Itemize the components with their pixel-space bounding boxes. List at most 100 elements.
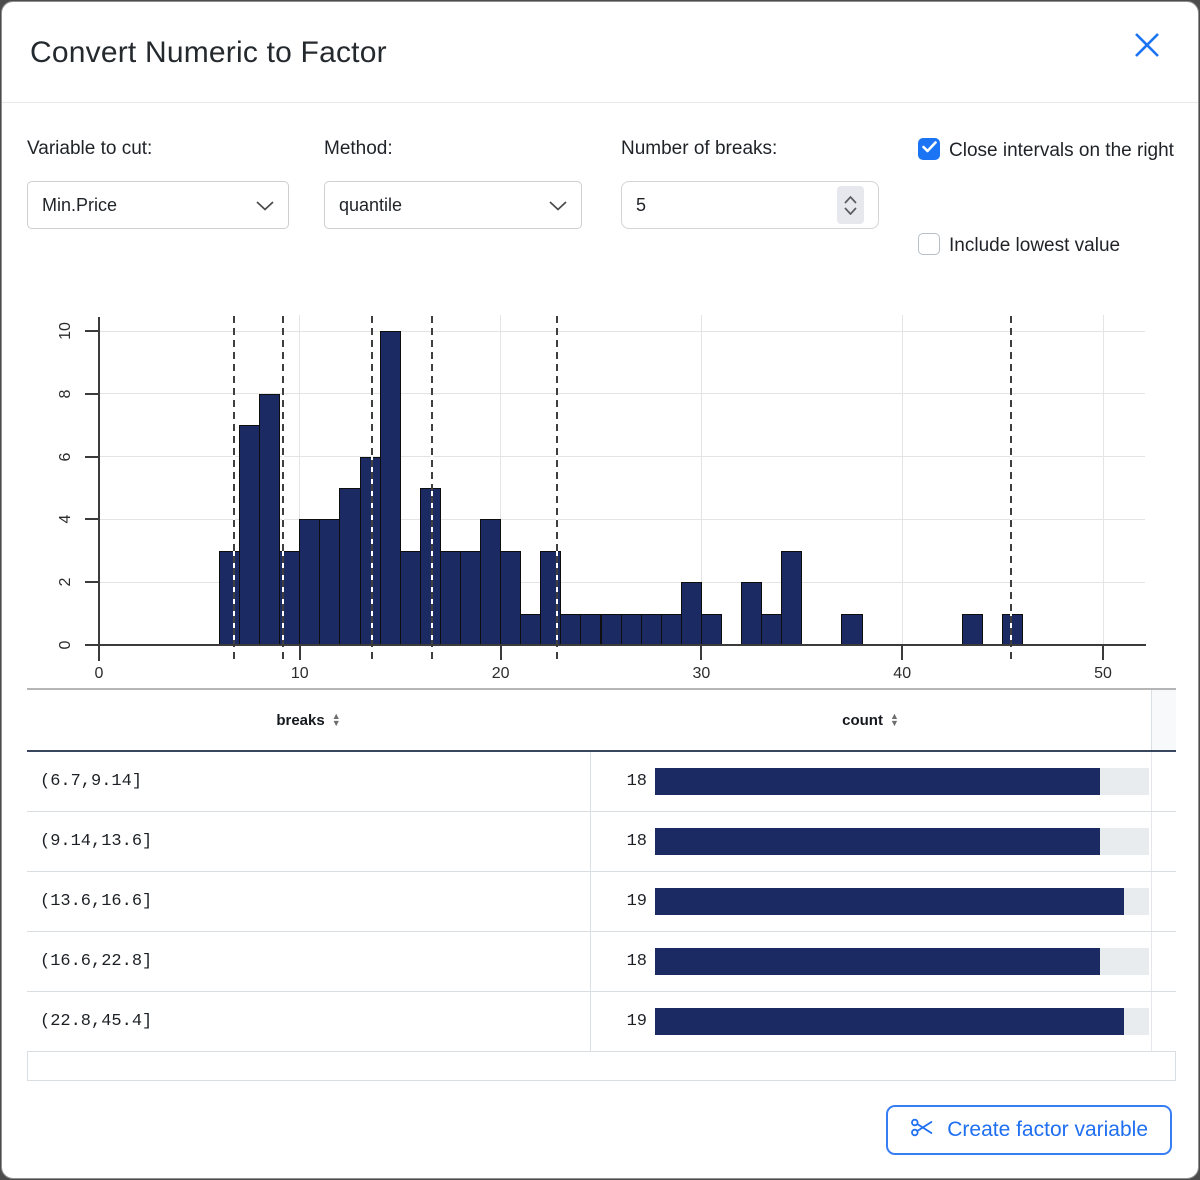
table-row: (22.8,45.4] 19 xyxy=(27,992,1176,1052)
breaks-cell: (22.8,45.4] xyxy=(40,1012,153,1031)
x-tick-label: 0 xyxy=(94,665,104,682)
x-axis-line xyxy=(98,644,1146,646)
close-intervals-option[interactable]: Close intervals on the right xyxy=(918,133,1180,169)
count-bar-track xyxy=(655,948,1149,975)
v-gridline xyxy=(1102,315,1104,645)
header-divider xyxy=(2,102,1198,103)
histogram-bar xyxy=(239,425,261,645)
scissors-icon xyxy=(910,1115,935,1146)
histogram-bar xyxy=(680,582,702,645)
histogram-bar xyxy=(399,550,421,645)
histogram-bar xyxy=(660,613,682,645)
count-bar-fill xyxy=(655,768,1100,795)
histogram-bar xyxy=(540,550,562,645)
x-tick-label: 50 xyxy=(1094,665,1112,682)
count-bar-track xyxy=(655,1008,1149,1035)
histogram-bar xyxy=(961,613,984,645)
count-value: 18 xyxy=(626,952,647,971)
break-line xyxy=(281,316,284,660)
method-select[interactable]: quantile xyxy=(324,181,582,229)
histogram-bar xyxy=(620,613,642,645)
y-tick-label: 2 xyxy=(57,577,74,587)
x-tick xyxy=(98,645,100,660)
histogram-bar xyxy=(600,613,622,645)
number-stepper[interactable] xyxy=(837,186,864,224)
dialog-title: Convert Numeric to Factor xyxy=(30,36,387,69)
chevron-down-icon xyxy=(549,195,567,216)
count-header-label: count xyxy=(842,711,883,729)
table-footer-strip xyxy=(27,1052,1176,1081)
breaks-cell: (9.14,13.6] xyxy=(40,832,153,851)
x-tick-label: 30 xyxy=(692,665,711,682)
create-factor-button[interactable]: Create factor variable xyxy=(886,1105,1172,1155)
histogram-bar xyxy=(480,519,502,645)
count-cell: 18 xyxy=(590,812,1151,871)
count-cell: 19 xyxy=(590,872,1151,931)
x-tick xyxy=(700,645,703,660)
sort-header-count[interactable]: count ▲ ▼ xyxy=(590,690,1151,750)
histogram-bar xyxy=(419,488,441,645)
histogram-bar xyxy=(339,488,361,645)
y-tick xyxy=(85,581,98,584)
method-select-value: quantile xyxy=(339,194,403,215)
scrollbar-gutter xyxy=(1151,872,1176,931)
histogram-bar xyxy=(700,613,722,645)
sort-header-breaks[interactable]: breaks ▲ ▼ xyxy=(27,690,590,750)
variable-label: Variable to cut: xyxy=(27,138,153,159)
scrollbar-gutter xyxy=(1151,752,1176,811)
x-tick xyxy=(901,645,904,660)
include-lowest-label: Include lowest value xyxy=(949,235,1121,256)
table-row: (13.6,16.6] 19 xyxy=(27,872,1176,932)
count-bar-fill xyxy=(655,948,1100,975)
y-tick xyxy=(85,644,98,646)
variable-select[interactable]: Min.Price xyxy=(27,181,289,229)
variable-select-value: Min.Price xyxy=(42,194,118,215)
histogram-bar xyxy=(761,613,783,645)
count-bar-fill xyxy=(655,828,1100,855)
x-tick-label: 20 xyxy=(491,665,510,682)
histogram-bar xyxy=(439,550,461,645)
y-tick xyxy=(85,518,98,521)
histogram-bar xyxy=(560,613,582,645)
count-bar-track xyxy=(655,768,1149,795)
histogram-bar xyxy=(459,550,482,645)
x-tick xyxy=(298,645,301,660)
count-cell: 19 xyxy=(590,992,1151,1051)
histogram-bar xyxy=(1002,613,1024,645)
histogram-bar xyxy=(259,393,281,645)
breaks-header-label: breaks xyxy=(276,711,325,729)
include-lowest-option[interactable]: Include lowest value xyxy=(918,228,1180,264)
num-breaks-value: 5 xyxy=(636,194,647,215)
close-icon[interactable] xyxy=(1126,24,1168,66)
table-row: (6.7,9.14] 18 xyxy=(27,752,1176,812)
method-label: Method: xyxy=(324,138,393,159)
count-bar-track xyxy=(655,828,1149,855)
histogram-bar xyxy=(379,331,401,645)
break-line xyxy=(1009,316,1012,660)
checkbox-checked-icon[interactable] xyxy=(918,138,940,160)
x-tick xyxy=(1102,645,1104,660)
breaks-cell: (16.6,22.8] xyxy=(40,952,153,971)
h-gridline xyxy=(99,330,1145,332)
histogram-bar xyxy=(359,456,381,645)
histogram-bar xyxy=(580,613,602,645)
table-body: (6.7,9.14] 18 (9.14,13.6] 18 (13.6,16.6] 19 (1… xyxy=(27,752,1176,1052)
y-tick-label: 4 xyxy=(57,515,74,524)
count-value: 19 xyxy=(626,892,647,911)
table-header-row: breaks ▲ ▼ count ▲ ▼ xyxy=(27,690,1176,752)
chevron-down-icon xyxy=(256,195,274,216)
count-cell: 18 xyxy=(590,932,1151,991)
y-tick-label: 0 xyxy=(57,640,74,650)
num-breaks-input[interactable]: 5 xyxy=(621,181,879,229)
histogram-bar xyxy=(520,613,542,645)
histogram-bar xyxy=(741,582,763,645)
close-intervals-label: Close intervals on the right xyxy=(949,140,1174,161)
checkbox-unchecked-icon[interactable] xyxy=(918,233,940,255)
num-breaks-label: Number of breaks: xyxy=(621,138,778,159)
scrollbar-gutter xyxy=(1151,932,1176,991)
count-value: 18 xyxy=(626,832,647,851)
histogram-bar xyxy=(299,519,321,645)
breaks-cell: (6.7,9.14] xyxy=(40,772,143,791)
